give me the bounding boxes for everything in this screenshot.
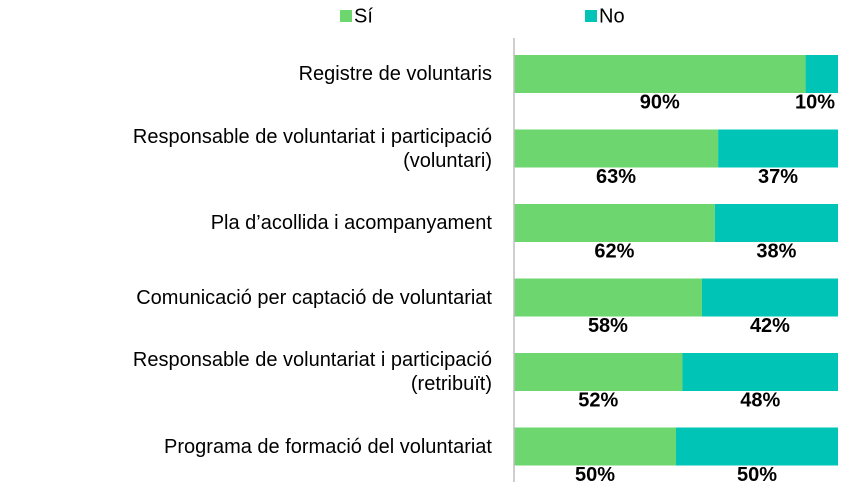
category-label: Comunicació per captació de voluntariat xyxy=(136,286,492,309)
value-label: 62% xyxy=(594,240,634,262)
value-label: 50% xyxy=(737,464,777,486)
bar-segment xyxy=(514,427,676,466)
value-label: 52% xyxy=(578,389,618,411)
value-label: 90% xyxy=(640,91,680,113)
value-label: 37% xyxy=(758,166,798,188)
bar-segment xyxy=(676,427,838,466)
category-label: Pla d’acollida i acompanyament xyxy=(210,212,492,234)
category-label: Responsable de voluntariat i participaci… xyxy=(132,349,492,395)
value-label: 42% xyxy=(750,315,790,337)
bar-segment xyxy=(682,353,838,391)
legend-swatch xyxy=(585,10,597,22)
value-label: 63% xyxy=(596,166,636,188)
category-label: Registre de voluntaris xyxy=(298,63,492,85)
bar-segment xyxy=(701,278,838,317)
legend-label: No xyxy=(599,5,625,27)
legend-swatch xyxy=(340,10,352,22)
value-label: 58% xyxy=(588,315,628,337)
bar-segment xyxy=(714,204,838,242)
value-label: 50% xyxy=(575,464,615,486)
value-label: 38% xyxy=(756,240,796,262)
bar-segment xyxy=(514,55,806,93)
value-label: 10% xyxy=(795,91,835,113)
bar-segment xyxy=(514,204,715,242)
bar-segment xyxy=(514,353,683,391)
bar-segment xyxy=(514,129,719,168)
bar-segment xyxy=(514,278,702,317)
bar-segment xyxy=(718,129,838,168)
bar-segment xyxy=(805,55,838,93)
value-label: 48% xyxy=(740,389,780,411)
category-label: Responsable de voluntariat i participaci… xyxy=(132,125,492,172)
legend-label: Sí xyxy=(354,5,373,27)
category-label: Programa de formació del voluntariat xyxy=(164,435,492,458)
